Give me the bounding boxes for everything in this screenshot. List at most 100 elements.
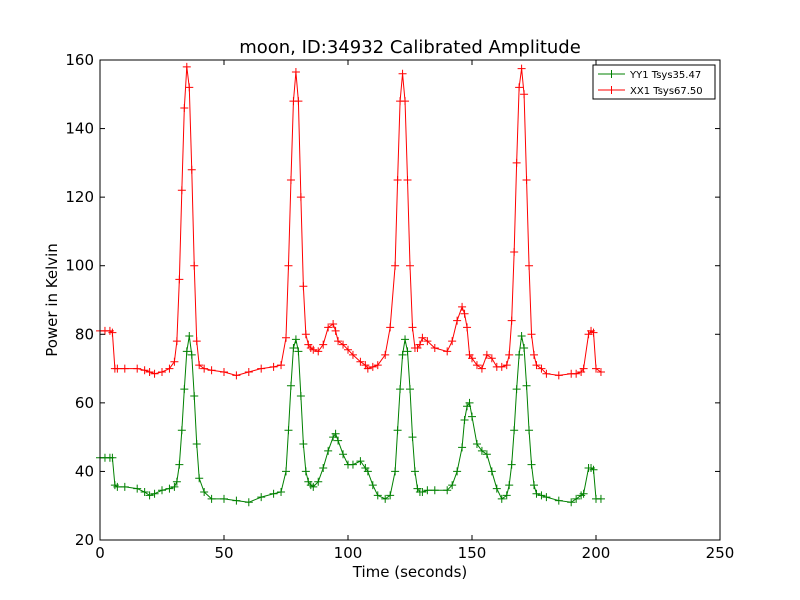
chart-title: moon, ID:34932 Calibrated Amplitude (239, 37, 581, 58)
legend: YY1 Tsys35.47 XX1 Tsys67.50 (592, 64, 716, 100)
data-point (589, 328, 598, 337)
data-point (145, 491, 154, 500)
data-point (175, 460, 184, 469)
data-point (542, 493, 551, 502)
data-point (356, 357, 365, 366)
data-point (192, 440, 201, 448)
data-point (406, 385, 414, 394)
data-point (510, 426, 519, 435)
data-point (158, 368, 166, 376)
data-point (393, 176, 402, 184)
data-point (195, 474, 204, 483)
data-point (532, 489, 541, 498)
y-tick-label: 60 (75, 394, 94, 412)
data-point (284, 426, 293, 435)
legend-box (592, 64, 716, 100)
data-point (408, 323, 417, 332)
data-point (472, 361, 481, 370)
data-point (460, 416, 469, 424)
data-point (368, 481, 377, 490)
legend-marker (607, 70, 616, 78)
data-point (525, 426, 534, 435)
data-point (172, 477, 181, 486)
data-point (517, 332, 526, 340)
data-point (284, 261, 293, 270)
data-point (512, 158, 521, 167)
y-tick-label: 120 (65, 188, 94, 206)
data-point (133, 364, 142, 373)
data-point (554, 496, 563, 505)
data-point (170, 482, 179, 491)
data-point (113, 482, 122, 491)
data-point (282, 333, 290, 342)
data-point (140, 366, 149, 375)
data-point (301, 467, 310, 476)
data-point (257, 364, 266, 373)
data-point (185, 83, 194, 92)
data-point (393, 426, 402, 435)
data-point (165, 364, 174, 373)
data-point (294, 347, 303, 356)
data-point (220, 368, 228, 376)
data-point (244, 498, 253, 507)
data-point (309, 345, 318, 354)
data-point (177, 186, 186, 195)
data-point (314, 347, 323, 356)
data-point (468, 412, 476, 421)
data-point (468, 354, 476, 363)
data-point (244, 368, 253, 376)
data-point (182, 347, 191, 356)
data-point (314, 477, 323, 486)
x-tick-label: 250 (706, 544, 735, 562)
data-point (542, 369, 551, 378)
legend-marker (607, 86, 616, 94)
data-point (589, 465, 598, 474)
data-point (592, 364, 600, 373)
y-tick-label: 80 (75, 325, 94, 343)
data-point (195, 361, 204, 370)
data-point (269, 489, 278, 498)
data-point (108, 453, 117, 462)
data-point (232, 371, 241, 380)
data-point (443, 486, 452, 495)
y-tick-label: 160 (65, 51, 94, 69)
data-point (515, 83, 524, 92)
data-point (150, 369, 159, 378)
data-point (277, 361, 286, 370)
data-point (177, 426, 186, 435)
data-point (423, 337, 432, 346)
data-point (113, 364, 122, 373)
data-point (108, 328, 117, 337)
data-point (522, 176, 531, 184)
data-point (408, 433, 417, 442)
data-point (291, 68, 300, 76)
data-point (301, 330, 310, 339)
data-point (418, 488, 427, 496)
data-point (567, 498, 576, 507)
plot-area (96, 62, 605, 507)
data-point (170, 357, 179, 366)
data-point (458, 443, 467, 452)
data-point (324, 446, 333, 455)
data-point (512, 385, 521, 394)
y-axis-label: Power in Kelvin (43, 243, 61, 357)
data-point (348, 350, 357, 359)
data-point (460, 309, 469, 318)
data-point (458, 302, 467, 311)
data-point (482, 350, 491, 359)
data-point (472, 440, 481, 448)
data-point (207, 494, 216, 503)
y-tick-label: 20 (75, 531, 94, 549)
data-point (373, 491, 382, 500)
data-point (406, 261, 414, 270)
data-point (282, 467, 290, 476)
data-point (430, 344, 439, 352)
data-point (120, 482, 129, 491)
data-point (363, 364, 372, 373)
x-tick-label: 100 (334, 544, 363, 562)
x-tick-label: 50 (214, 544, 233, 562)
data-point (463, 323, 472, 332)
data-point (530, 481, 538, 490)
series-0 (96, 332, 605, 507)
